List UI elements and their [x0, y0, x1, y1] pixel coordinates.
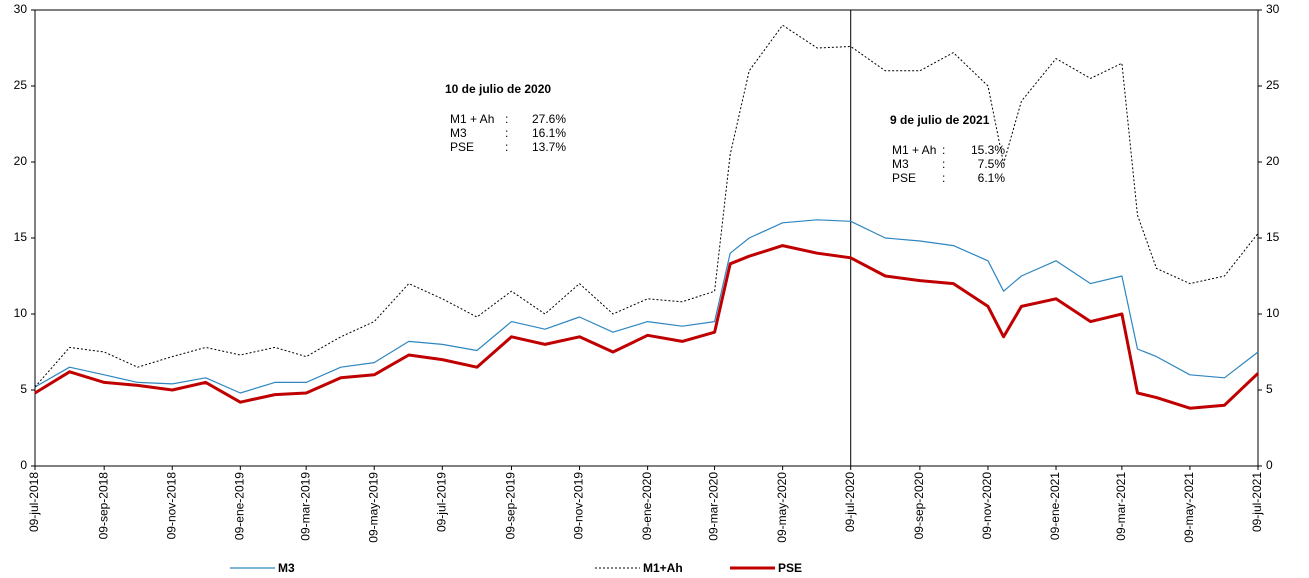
annotation-sep: : [942, 157, 945, 171]
x-tick-label: 09-jul-2021 [1250, 472, 1264, 532]
x-tick-label: 09-mar-2021 [1114, 472, 1128, 541]
annotation-label: M1 + Ah [892, 143, 936, 157]
x-tick-label: 09-may-2021 [1182, 472, 1196, 543]
x-tick-label: 09-nov-2019 [572, 472, 586, 540]
y2-tick-label: 10 [1266, 306, 1280, 320]
series-line [34, 24, 1259, 388]
annotation-sep: : [505, 112, 508, 126]
x-tick-label: 09-nov-2018 [164, 472, 178, 540]
series-line [34, 244, 1260, 410]
legend-label: M1+Ah [643, 561, 683, 575]
y2-tick-label: 30 [1266, 2, 1280, 16]
annotation-sep: : [942, 171, 945, 185]
annotation-value: 15.3% [971, 143, 1005, 157]
annotation-value: 27.6% [532, 112, 566, 126]
annotation-sep: : [505, 140, 508, 154]
y-tick-label: 0 [20, 458, 27, 472]
x-tick-label: 09-sep-2020 [912, 472, 926, 540]
y2-tick-label: 0 [1266, 458, 1273, 472]
annotation-value: 7.5% [978, 157, 1006, 171]
annotation-title: 10 de julio de 2020 [445, 82, 551, 96]
x-tick-label: 09-ene-2021 [1048, 472, 1062, 540]
x-tick-label: 09-jul-2018 [27, 472, 41, 532]
x-tick-label: 09-jul-2019 [434, 472, 448, 532]
y-tick-label: 10 [14, 306, 28, 320]
annotation-label: M3 [450, 126, 467, 140]
y-tick-label: 15 [14, 230, 28, 244]
y-tick-label: 5 [20, 382, 27, 396]
annotation-label: PSE [450, 140, 474, 154]
y-tick-label: 30 [14, 2, 28, 16]
annotation-title: 9 de julio de 2021 [890, 113, 990, 127]
x-tick-label: 09-mar-2020 [707, 472, 721, 541]
x-tick-label: 09-jul-2020 [843, 472, 857, 532]
legend-label: M3 [278, 561, 295, 575]
plot-frame [34, 9, 1259, 467]
y2-tick-label: 25 [1266, 78, 1280, 92]
annotation-label: M3 [892, 157, 909, 171]
x-tick-label: 09-nov-2020 [980, 472, 994, 540]
y2-tick-label: 5 [1266, 382, 1273, 396]
y2-tick-label: 15 [1266, 230, 1280, 244]
annotation-value: 13.7% [532, 140, 566, 154]
y-tick-label: 25 [14, 78, 28, 92]
series-line [34, 219, 1259, 394]
annotation-value: 16.1% [532, 126, 566, 140]
x-tick-label: 09-mar-2019 [298, 472, 312, 541]
x-tick-label: 09-may-2020 [775, 472, 789, 543]
annotation-label: M1 + Ah [450, 112, 494, 126]
annotation-label: PSE [892, 171, 916, 185]
x-tick-label: 09-may-2019 [366, 472, 380, 543]
y2-tick-label: 20 [1266, 154, 1280, 168]
x-tick-label: 09-sep-2018 [96, 472, 110, 540]
annotation-sep: : [942, 143, 945, 157]
y-tick-label: 20 [14, 154, 28, 168]
annotation-sep: : [505, 126, 508, 140]
annotation-value: 6.1% [978, 171, 1006, 185]
legend-label: PSE [778, 561, 802, 575]
x-tick-label: 09-sep-2019 [504, 472, 518, 540]
x-tick-label: 09-ene-2020 [640, 472, 654, 540]
x-tick-label: 09-ene-2019 [232, 472, 246, 540]
